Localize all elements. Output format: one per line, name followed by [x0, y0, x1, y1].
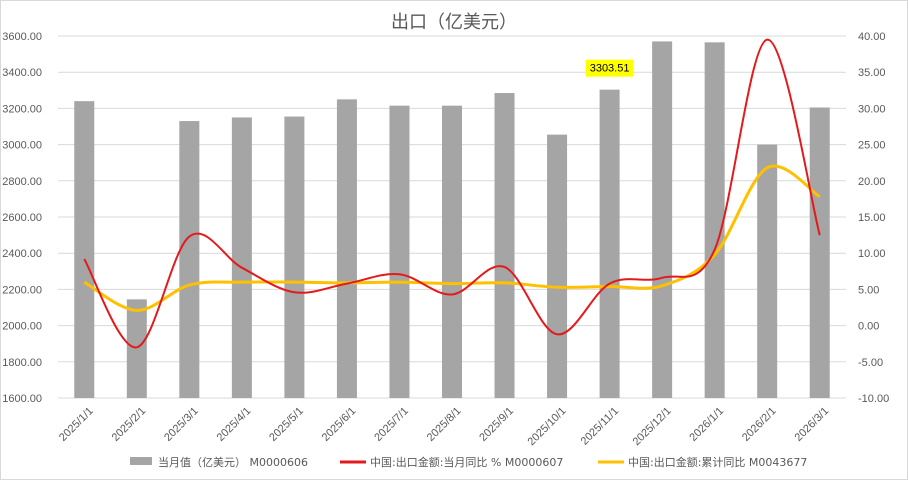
right-axis-tick-label: 25.00 — [858, 140, 886, 152]
left-axis-tick-label: 1800.00 — [2, 357, 42, 369]
left-axis-tick-label: 2200.00 — [2, 284, 42, 296]
bar — [389, 105, 410, 398]
data-label: 3303.51 — [590, 63, 630, 75]
x-axis-tick-label: 2026/3/1 — [793, 405, 832, 444]
legend-label: 中国:出口金额:当月同比 % M0000607 — [370, 455, 563, 469]
bar — [599, 89, 620, 399]
x-axis-tick-label: 2025/1/1 — [57, 405, 96, 444]
right-axis-tick-label: -10.00 — [858, 393, 889, 405]
bar-series — [74, 41, 830, 399]
chart-title: 出口（亿美元） — [391, 12, 517, 33]
left-axis-tick-label: 2800.00 — [2, 176, 42, 188]
bar — [284, 116, 305, 399]
left-axis-tick-label: 2000.00 — [2, 321, 42, 333]
left-axis: 1600.00 1800.00 2000.00 2200.00 2400.00 2600.… — [2, 31, 42, 405]
legend: 当月值（亿美元） M0000606 中国:出口金额:当月同比 % M0000607… — [130, 455, 807, 469]
right-axis-tick-label: 15.00 — [858, 212, 886, 224]
left-axis-tick-label: 2600.00 — [2, 212, 42, 224]
right-axis: -10.00 -5.00 0.00 5.00 10.00 15.00 20.00 25.00 3… — [858, 31, 889, 405]
right-axis-tick-label: 10.00 — [858, 248, 886, 260]
right-axis-tick-label: 0.00 — [858, 321, 879, 333]
x-axis-tick-label: 2025/12/1 — [631, 405, 674, 448]
right-axis-tick-label: -5.00 — [858, 357, 883, 369]
right-axis-tick-label: 5.00 — [858, 284, 879, 296]
left-axis-tick-label: 3400.00 — [2, 67, 42, 79]
monthly-yoy-line — [83, 38, 821, 349]
right-axis-tick-label: 40.00 — [858, 31, 886, 43]
bar — [547, 134, 568, 398]
bar — [179, 121, 200, 398]
data-label-background — [585, 59, 634, 77]
bar — [336, 99, 357, 398]
x-axis-tick-label: 2025/2/1 — [110, 405, 149, 444]
x-axis-tick-label: 2025/8/1 — [425, 405, 464, 444]
x-axis-tick-label: 2026/2/1 — [740, 405, 779, 444]
right-axis-tick-label: 20.00 — [858, 176, 886, 188]
bar — [442, 105, 462, 398]
x-axis-tick-label: 2025/9/1 — [477, 405, 516, 444]
bar — [126, 299, 147, 398]
x-axis-tick-label: 2025/5/1 — [267, 405, 306, 444]
bar — [704, 42, 725, 399]
x-axis-tick-label: 2026/1/1 — [687, 405, 726, 444]
bar — [809, 107, 830, 399]
left-axis-tick-label: 2400.00 — [2, 248, 42, 260]
left-axis-tick-label: 3200.00 — [2, 103, 42, 115]
x-axis-tick-label: 2025/7/1 — [372, 405, 411, 444]
line-series — [83, 38, 821, 349]
x-axis-tick-label: 2025/11/1 — [579, 405, 622, 448]
bar — [74, 101, 95, 398]
left-axis-tick-label: 3000.00 — [2, 140, 42, 152]
bar — [231, 117, 252, 398]
right-axis-tick-label: 35.00 — [858, 67, 886, 79]
x-axis-tick-label: 2025/10/1 — [526, 405, 569, 448]
left-axis-tick-label: 1600.00 — [2, 393, 42, 405]
bar — [494, 93, 515, 398]
x-axis-tick-label: 2025/3/1 — [162, 405, 201, 444]
bar — [757, 144, 778, 398]
left-axis-tick-label: 3600.00 — [2, 31, 42, 43]
cumulative-yoy-line — [83, 164, 821, 312]
data-callout: 3303.51 — [585, 59, 634, 77]
right-axis-tick-label: 30.00 — [858, 103, 886, 115]
x-axis: 2025/1/1 2025/2/1 2025/3/1 2025/4/1 2025/5/1… — [57, 405, 831, 448]
legend-swatch-bar — [130, 457, 152, 465]
bar — [652, 41, 673, 399]
x-axis-tick-label: 2025/4/1 — [215, 405, 254, 444]
x-axis-tick-label: 2025/6/1 — [320, 405, 359, 444]
legend-label: 当月值（亿美元） M0000606 — [158, 455, 308, 469]
legend-label: 中国:出口金额:累计同比 M0043677 — [628, 455, 807, 469]
